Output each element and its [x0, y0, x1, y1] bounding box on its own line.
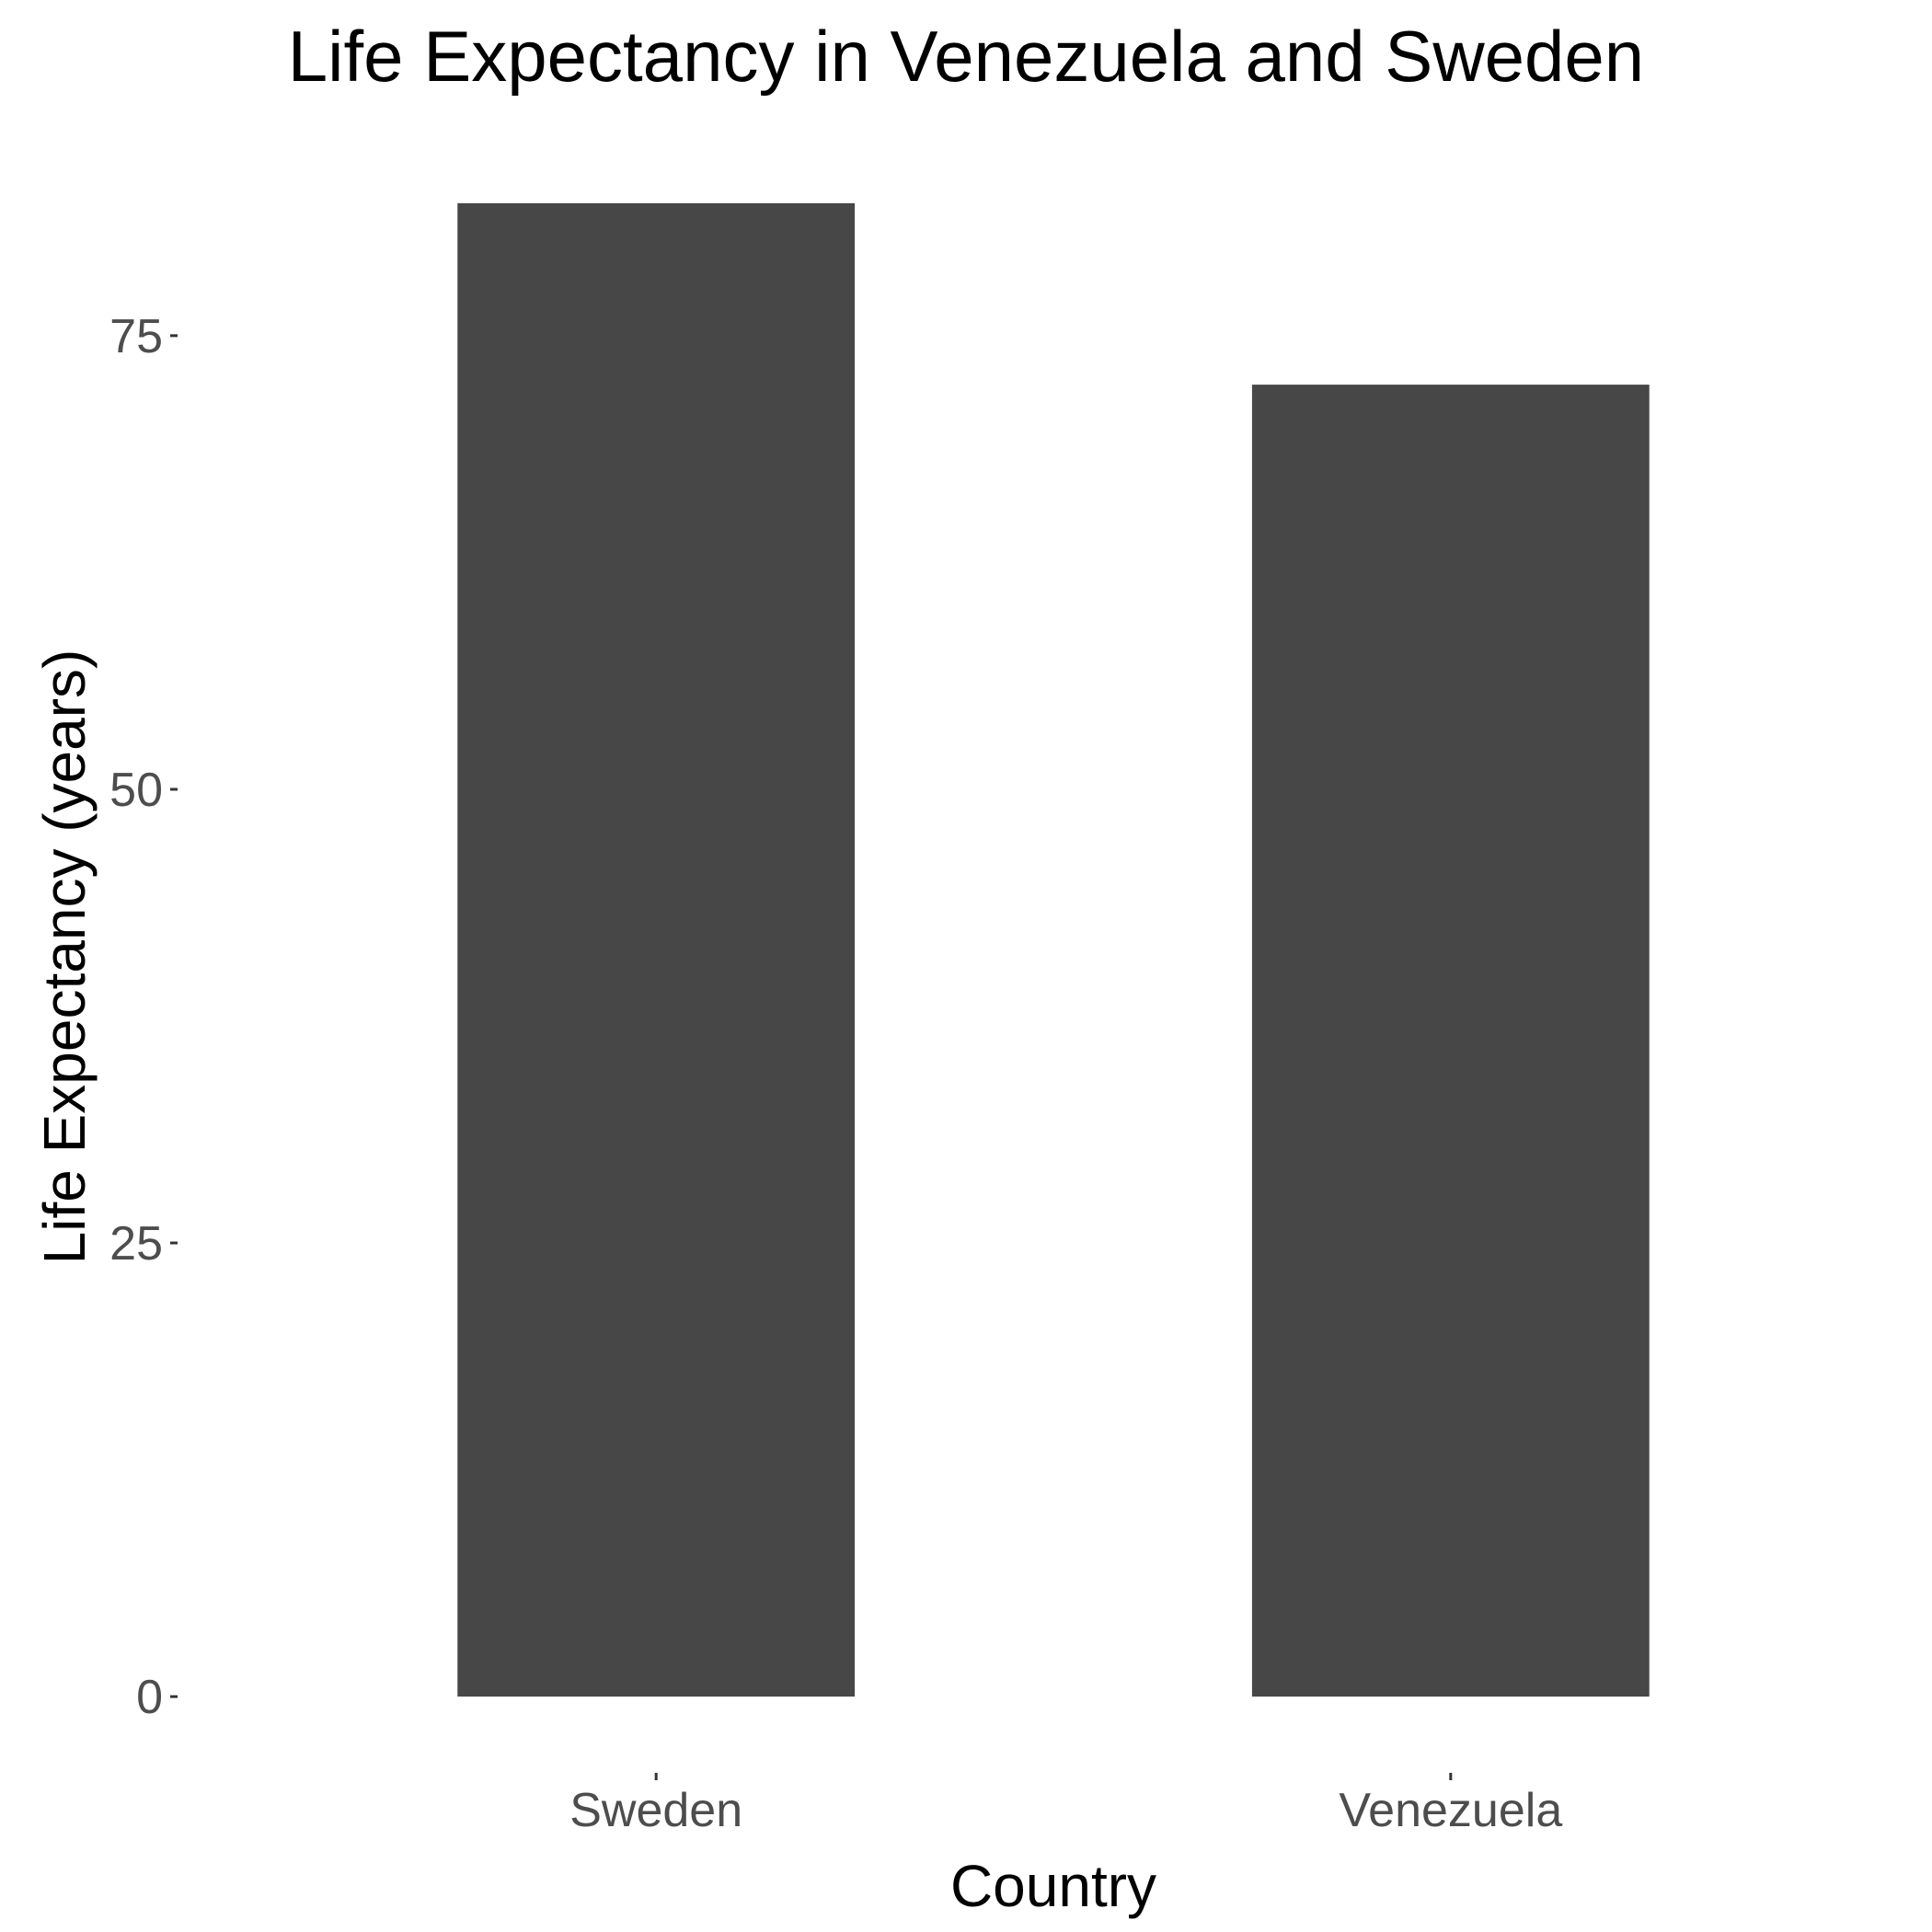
x-axis-title: Country — [950, 1853, 1156, 1919]
x-tick-label: Venezuela — [1339, 1784, 1562, 1837]
x-axis: Sweden Venezuela — [569, 1773, 1562, 1837]
bar-sweden — [457, 202, 856, 1697]
bar-venezuela — [1251, 385, 1650, 1697]
y-axis: 0 25 50 75 — [109, 310, 178, 1724]
y-tick-label: 0 — [136, 1671, 163, 1724]
y-axis-title: Life Expectancy (years) — [31, 650, 98, 1265]
y-tick-label: 50 — [109, 764, 163, 817]
y-tick-label: 75 — [109, 310, 163, 363]
x-tick-label: Sweden — [569, 1784, 742, 1837]
chart-title: Life Expectancy in Venezuela and Sweden — [288, 16, 1644, 97]
bars — [457, 202, 1650, 1697]
y-tick-label: 25 — [109, 1217, 163, 1271]
